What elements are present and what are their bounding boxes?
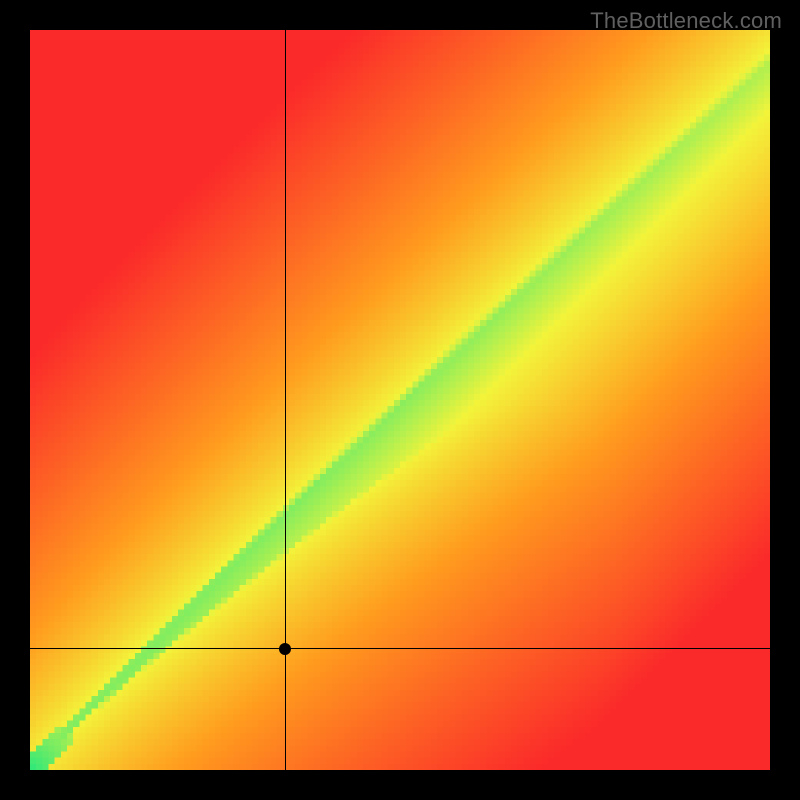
- chart-container: TheBottleneck.com: [0, 0, 800, 800]
- heatmap-canvas: [30, 30, 770, 770]
- plot-area: [30, 30, 770, 770]
